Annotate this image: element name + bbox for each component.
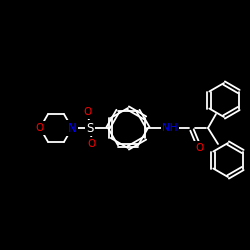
Text: S: S [86, 122, 94, 134]
Text: O: O [36, 123, 44, 133]
Text: O: O [195, 143, 203, 153]
Text: O: O [88, 139, 96, 149]
Text: NH: NH [162, 123, 178, 133]
Text: N: N [68, 122, 76, 134]
Text: O: O [84, 107, 92, 117]
Text: N: N [68, 122, 76, 134]
